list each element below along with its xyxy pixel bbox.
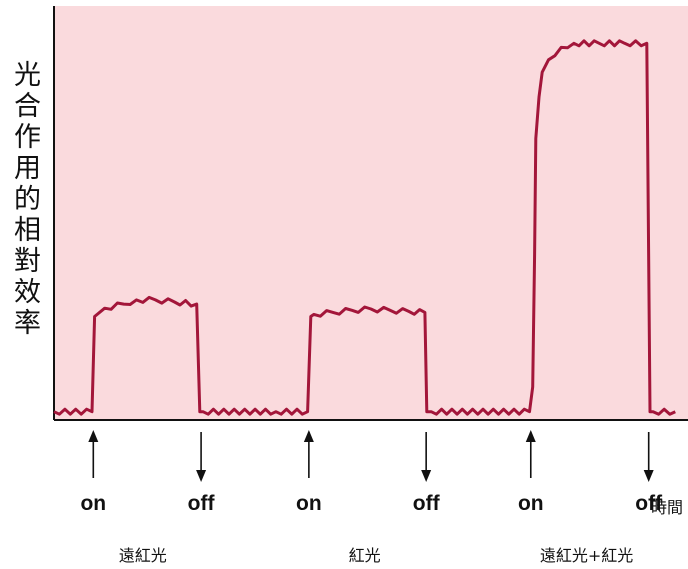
series-line-0 (53, 39, 676, 416)
event-arrowhead-0 (88, 430, 99, 442)
condition-label-1: 紅光 (348, 546, 381, 565)
event-arrowhead-5 (643, 470, 654, 482)
event-arrowhead-1 (196, 470, 207, 482)
event-arrowhead-2 (303, 430, 314, 442)
event-label-on: on (517, 492, 544, 515)
event-arrowhead-4 (525, 430, 536, 442)
condition-label-2: 遠紅光+紅光 (539, 546, 634, 565)
axes (53, 6, 688, 421)
event-label-off: off (187, 492, 215, 515)
event-label-on: on (80, 492, 107, 515)
event-label-on: on (296, 492, 322, 515)
y-axis-label: 光合作用的相對效率 (9, 60, 40, 339)
event-arrows (88, 430, 654, 482)
condition-label-0: 遠紅光 (118, 546, 167, 565)
plot-background (54, 6, 688, 420)
event-label-off: off (635, 492, 663, 515)
x-axis-label: 時間 (651, 498, 684, 517)
event-label-off: off (412, 492, 440, 515)
event-arrowhead-3 (421, 470, 432, 482)
series-layer (53, 39, 676, 416)
